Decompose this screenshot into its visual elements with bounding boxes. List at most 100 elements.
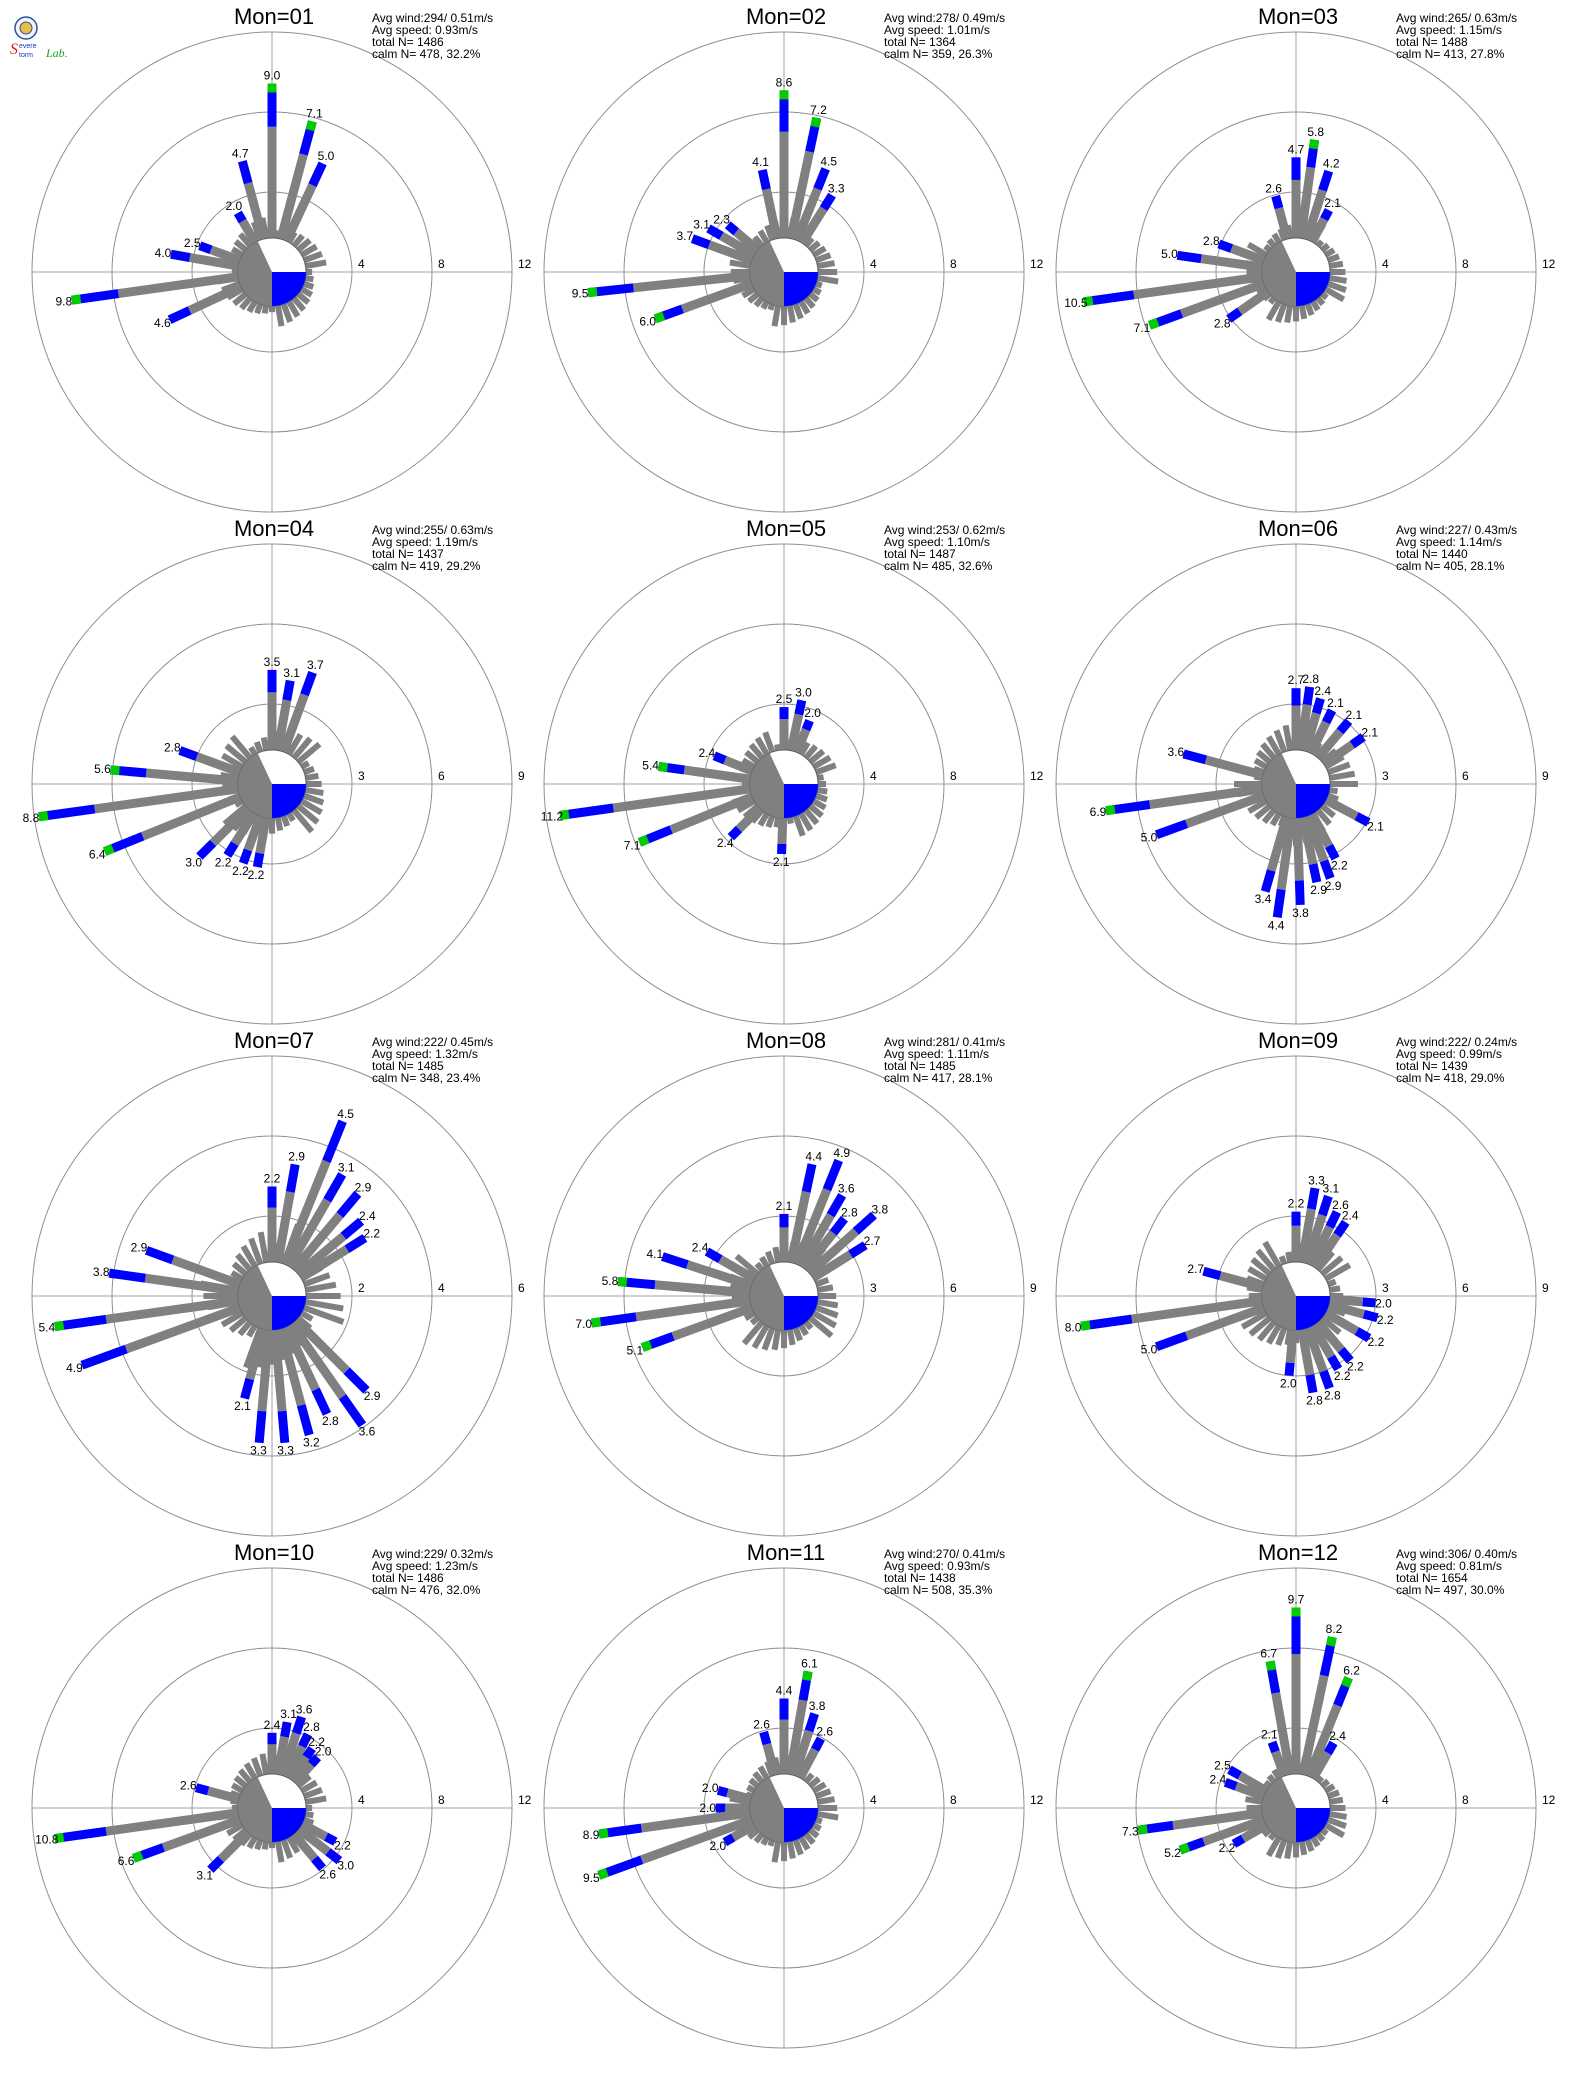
bar-segment-grey (291, 1761, 315, 1786)
minor-bar (1328, 260, 1344, 270)
bar (1301, 697, 1325, 753)
minor-bar (248, 745, 258, 757)
bar (1147, 279, 1266, 330)
bar-label: 2.9 (1310, 883, 1327, 897)
bar (178, 746, 242, 777)
bar-segment-blue (813, 167, 830, 191)
bar-label: 2.2 (1368, 1335, 1385, 1349)
minor-bar (260, 737, 270, 752)
bar-label: 2.8 (1302, 672, 1319, 686)
bar (1137, 1808, 1263, 1835)
bar-label: 2.8 (1214, 317, 1231, 331)
minor-bar (1315, 296, 1326, 307)
ring-tick-label: 8 (950, 257, 957, 271)
bar-segment-grey (287, 1321, 347, 1400)
bar-label: 2.1 (1367, 819, 1384, 833)
bar-label: 2.0 (804, 706, 821, 720)
calm-wedge-grey (1261, 1265, 1296, 1330)
bar-segment-green (559, 809, 570, 820)
bar (1231, 1821, 1269, 1848)
bar-label: 7.1 (306, 107, 323, 121)
ring-tick-label: 9 (1542, 1281, 1549, 1295)
minor-bar (1328, 786, 1339, 795)
bar-segment-blue (178, 746, 199, 761)
ring-tick-label: 12 (518, 257, 532, 271)
bar-label: 2.4 (699, 746, 716, 760)
bar-segment-grey (680, 279, 754, 314)
chart-title: Mon=03 (1258, 4, 1338, 29)
ring-tick-label: 4 (1382, 1793, 1389, 1807)
bar-segment-blue (811, 1736, 825, 1752)
stat-avg-wind: Avg wind:222/ 0.45m/s (372, 1035, 493, 1049)
bar-segment-blue (804, 1712, 819, 1733)
bar-segment-grey (1276, 817, 1296, 891)
minor-bar (808, 803, 824, 819)
minor-bar (803, 808, 820, 826)
bar (1083, 272, 1263, 307)
minor-bar (814, 1816, 823, 1825)
minor-bar (1326, 792, 1340, 803)
minor-bar (765, 814, 776, 829)
minor-bar (302, 250, 323, 264)
bar (727, 804, 764, 841)
bar-segment-green (802, 1670, 813, 1682)
ring-tick-label: 4 (358, 1793, 365, 1807)
bar (1105, 784, 1263, 816)
bar-segment-blue (196, 839, 217, 860)
bar-segment-blue (108, 1268, 146, 1283)
bar-label: 5.0 (1161, 247, 1178, 261)
bar-segment-grey (276, 153, 308, 241)
minor-bar (798, 741, 811, 757)
minor-bar (767, 1838, 776, 1847)
ring-tick-label: 6 (1462, 1281, 1469, 1295)
bar-segment-grey (806, 1228, 859, 1277)
bar-label: 2.8 (1306, 1393, 1323, 1407)
minor-bar (233, 1775, 248, 1789)
stat-avg-speed: Avg speed: 1.14m/s (1396, 535, 1502, 549)
bar-label: 7.2 (810, 103, 827, 117)
minor-bar (1320, 242, 1331, 253)
stat-avg-speed: Avg speed: 1.10m/s (884, 535, 990, 549)
bar-segment-blue (1176, 250, 1202, 264)
bar-segment-blue (852, 1211, 877, 1235)
minor-bar (1247, 798, 1269, 814)
bar (1321, 733, 1366, 769)
minor-bar (1269, 811, 1282, 827)
bar-segment-grey (209, 804, 252, 847)
minor-bar (744, 749, 760, 765)
bar (1296, 139, 1320, 239)
bar-segment-blue (661, 1252, 689, 1269)
chart-title: Mon=10 (234, 1540, 314, 1565)
bar-segment-blue (1308, 863, 1322, 884)
bar-label: 2.6 (816, 1725, 833, 1739)
minor-bar (243, 1762, 258, 1781)
bar (273, 1163, 300, 1264)
bar-segment-grey (777, 817, 788, 845)
bar-label: 3.7 (307, 658, 324, 672)
bar-label: 3.7 (677, 229, 694, 243)
bar (287, 1745, 316, 1783)
bar-segment-blue (1305, 1374, 1318, 1394)
minor-bar (1267, 1832, 1277, 1841)
bar (292, 1316, 370, 1394)
minor-bar (761, 1326, 776, 1351)
bar (792, 167, 830, 243)
minor-bar (286, 299, 301, 318)
minor-bar (1263, 243, 1272, 253)
minor-bar (274, 816, 284, 831)
bar-segment-blue (1327, 1354, 1343, 1372)
minor-bar (291, 736, 313, 760)
minor-bar (1315, 1775, 1325, 1784)
minor-bar (304, 274, 314, 283)
bar-label: 5.0 (1141, 1343, 1158, 1357)
bar (1314, 718, 1353, 761)
bar (777, 817, 788, 855)
bar (144, 1246, 242, 1289)
minor-bar (230, 246, 245, 258)
bar (194, 1783, 241, 1804)
bar-segment-grey (189, 253, 240, 271)
bar-label: 2.4 (1314, 684, 1331, 698)
bar-label: 2.2 (248, 868, 265, 882)
minor-bar (1256, 749, 1272, 765)
bar (282, 1732, 313, 1780)
